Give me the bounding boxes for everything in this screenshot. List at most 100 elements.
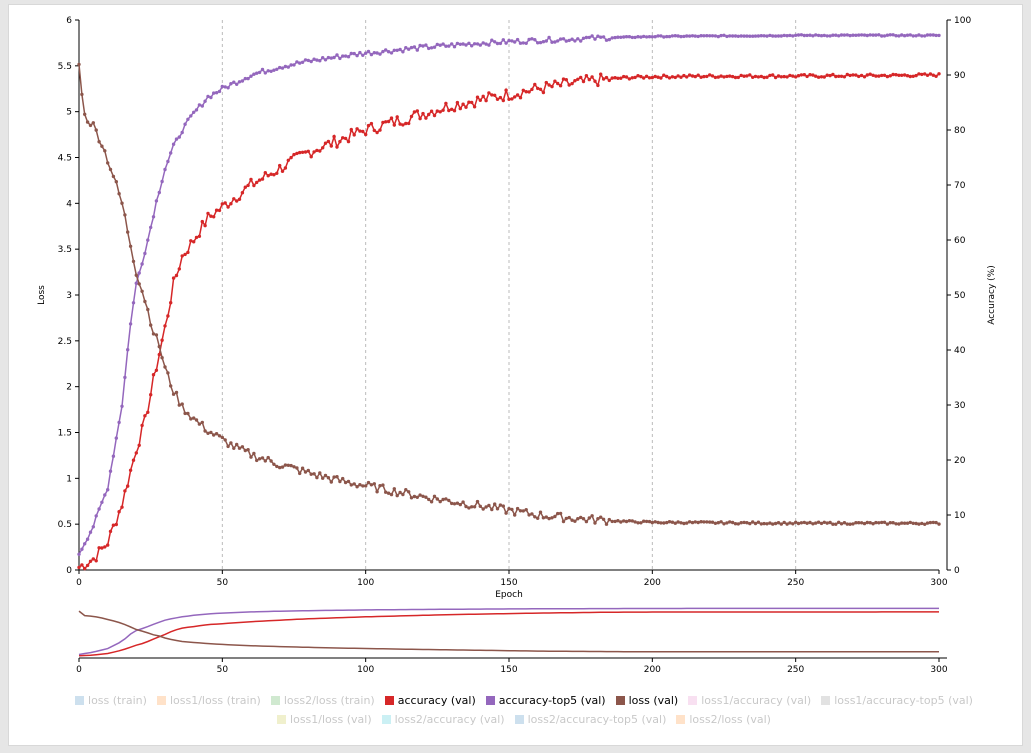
series-point	[481, 507, 485, 511]
series-point	[708, 73, 712, 77]
series-point	[384, 490, 388, 494]
series-point	[570, 81, 574, 86]
legend-item[interactable]: loss1/loss (train)	[156, 691, 261, 710]
series-point	[438, 43, 442, 47]
series-point	[782, 33, 786, 38]
series-point	[822, 520, 826, 524]
series-point	[298, 150, 302, 155]
series-point	[361, 484, 365, 488]
y-right-tick-label: 80	[954, 126, 966, 136]
series-point	[214, 208, 219, 212]
series-point	[748, 521, 752, 526]
series-point	[759, 522, 763, 526]
y-left-tick-label: 1	[66, 474, 72, 484]
series-point	[785, 522, 789, 526]
legend-item[interactable]: loss2/loss (val)	[676, 710, 771, 729]
series-point	[246, 183, 250, 188]
series-point	[917, 522, 921, 526]
series-point	[556, 39, 560, 43]
series-point	[260, 177, 265, 181]
series-point	[375, 51, 379, 55]
series-point	[441, 108, 445, 112]
series-point	[914, 521, 918, 526]
series-point	[392, 487, 396, 491]
main-plot[interactable]: 00.511.522.533.544.555.56010203040506070…	[37, 16, 997, 600]
series-point	[808, 33, 812, 37]
legend-item[interactable]: loss1/accuracy (val)	[688, 691, 811, 710]
series-point	[88, 530, 93, 534]
legend-item[interactable]: loss (val)	[615, 691, 678, 710]
series-point	[137, 282, 141, 286]
series-point	[567, 38, 571, 43]
series-point	[862, 75, 867, 79]
legend-item[interactable]: loss2/accuracy-top5 (val)	[514, 710, 666, 729]
series-point	[713, 34, 718, 38]
series-point	[670, 520, 675, 524]
series-point	[576, 37, 580, 41]
series-point	[702, 520, 706, 524]
series-point	[338, 139, 342, 144]
series-point	[877, 74, 881, 78]
legend-item[interactable]: accuracy-top5 (val)	[485, 691, 606, 710]
x-tick-label: 150	[500, 578, 517, 588]
series-point	[570, 37, 574, 41]
series-point	[255, 458, 259, 463]
series-point	[679, 75, 683, 79]
series-point	[418, 493, 422, 497]
series-point	[329, 56, 333, 60]
series-point	[550, 516, 554, 520]
series-point	[329, 144, 333, 148]
series-point	[275, 171, 279, 175]
series-point	[728, 520, 732, 524]
series-point	[581, 36, 586, 40]
legend-item[interactable]: loss2/loss (train)	[270, 691, 375, 710]
navigator-plot[interactable]: 0 50 100 150 200 250 300	[76, 607, 948, 675]
series-point	[111, 174, 116, 179]
series-point	[791, 74, 795, 78]
series-point	[315, 148, 319, 153]
series-point	[627, 35, 632, 39]
series-point	[77, 62, 81, 67]
series-point	[547, 83, 551, 87]
legend-item[interactable]: loss (train)	[75, 691, 147, 710]
series-point	[550, 40, 554, 44]
series-point	[877, 521, 881, 525]
legend-item[interactable]: loss1/loss (val)	[277, 710, 372, 729]
series-point	[404, 488, 408, 492]
series-point	[934, 520, 938, 525]
series-point	[243, 448, 247, 453]
series-point	[467, 506, 471, 510]
legend-item[interactable]: loss1/accuracy-top5 (val)	[821, 691, 973, 710]
series-point	[318, 149, 322, 153]
series-point	[805, 521, 809, 525]
series-point	[567, 83, 571, 87]
series-point	[111, 454, 116, 458]
series-point	[255, 180, 259, 185]
series-point	[252, 183, 256, 188]
series-point	[920, 521, 924, 526]
series-point	[917, 33, 921, 37]
series-point	[857, 521, 861, 525]
series-point	[776, 74, 781, 78]
series-point	[897, 522, 901, 526]
series-point	[378, 484, 382, 488]
series-point	[848, 33, 852, 38]
series-point	[306, 468, 310, 473]
legend-item[interactable]: loss2/accuracy (val)	[381, 710, 505, 729]
y-left-tick-label: 4	[66, 199, 72, 209]
series-point	[845, 522, 849, 526]
series-point	[871, 33, 875, 37]
series-point	[278, 465, 282, 470]
series-line	[78, 64, 940, 526]
series-point	[667, 34, 672, 39]
series-point	[587, 35, 591, 40]
series-point	[676, 74, 680, 78]
series-point	[659, 76, 663, 80]
series-point	[908, 33, 912, 37]
series-point	[232, 80, 236, 84]
series-point	[848, 522, 852, 526]
series-point	[174, 137, 179, 141]
series-point	[639, 35, 643, 39]
series-point	[633, 75, 637, 80]
legend-item[interactable]: accuracy (val)	[384, 691, 476, 710]
